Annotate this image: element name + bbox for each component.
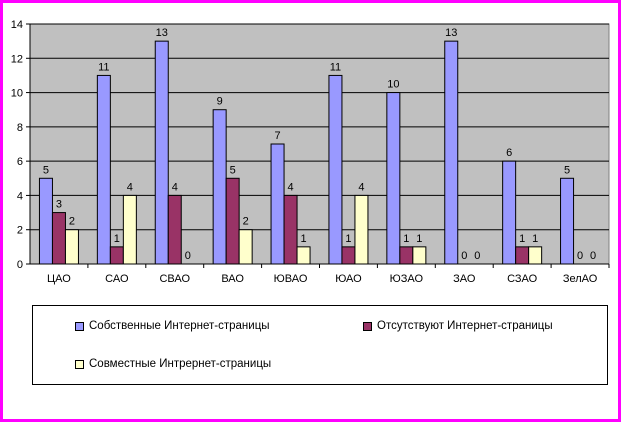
bar: [225, 177, 240, 265]
y-tick-label: 14: [11, 19, 23, 31]
x-tick-label: ЮВАО: [274, 273, 308, 285]
bar: [341, 246, 356, 265]
data-label: 3: [56, 199, 62, 211]
x-tick-label: ЦАО: [47, 273, 71, 285]
legend-swatch-own-pages: [75, 321, 84, 331]
bar: [122, 194, 137, 265]
bar: [328, 74, 343, 265]
data-label: 10: [387, 79, 399, 91]
bar: [109, 246, 124, 265]
legend-label-joint-pages: Совместные Интрернет-страницы: [89, 358, 272, 370]
data-label: 1: [300, 233, 306, 245]
bar: [212, 109, 227, 265]
y-tick-label: 8: [17, 122, 23, 134]
legend-label-own-pages: Собственные Интернет-страницы: [89, 320, 270, 332]
data-label: 0: [185, 250, 191, 262]
bar: [296, 246, 311, 265]
bar: [154, 40, 169, 265]
x-tick-label: ЮАО: [335, 273, 362, 285]
bar: [96, 74, 111, 265]
data-label: 6: [506, 147, 512, 159]
data-label: 5: [564, 164, 570, 176]
bar: [64, 229, 79, 265]
data-label: 11: [98, 61, 109, 73]
bar-chart: 02468101214532ЦАО1114САО1340СВАО952ВАО74…: [11, 19, 610, 285]
data-label: 5: [43, 164, 49, 176]
bar: [270, 143, 285, 265]
data-label: 4: [287, 181, 293, 193]
legend-label-no-pages: Отсутствуют Интернет-страницы: [377, 320, 553, 332]
data-label: 2: [243, 216, 249, 228]
x-tick-label: СЗАО: [507, 273, 538, 285]
legend-item-own-pages: Собственные Интернет-страницы: [75, 320, 270, 332]
data-label: 4: [127, 181, 133, 193]
bar: [386, 92, 401, 265]
data-label: 0: [474, 250, 480, 262]
legend-item-joint-pages: Совместные Интрернет-страницы: [75, 358, 271, 370]
x-tick-label: САО: [105, 273, 129, 285]
legend-swatch-no-pages: [363, 321, 372, 331]
y-tick-label: 6: [17, 156, 23, 168]
bar: [528, 246, 543, 265]
bar: [412, 246, 427, 265]
data-label: 0: [461, 250, 467, 262]
plot-area: [29, 23, 610, 265]
legend-item-no-pages: Отсутствуют Интернет-страницы: [363, 320, 553, 332]
x-tick-label: СВАО: [159, 273, 190, 285]
x-tick-label: ЗелАО: [563, 273, 598, 285]
data-label: 7: [274, 130, 280, 142]
bar: [444, 40, 459, 265]
data-label: 1: [403, 233, 409, 245]
data-label: 1: [519, 233, 525, 245]
data-label: 13: [445, 27, 457, 39]
bar: [167, 194, 182, 265]
x-tick-label: ЮЗАО: [390, 273, 424, 285]
data-label: 0: [590, 250, 596, 262]
bar: [515, 246, 530, 265]
data-label: 1: [345, 233, 351, 245]
bar: [51, 212, 66, 265]
data-label: 1: [532, 233, 538, 245]
y-tick-label: 4: [17, 190, 23, 202]
legend-swatch-joint-pages: [75, 359, 84, 369]
data-label: 13: [156, 27, 168, 39]
y-tick-label: 2: [17, 225, 23, 237]
data-label: 1: [114, 233, 120, 245]
data-label: 4: [172, 181, 178, 193]
bar: [238, 229, 253, 265]
data-label: 11: [330, 61, 341, 73]
bar: [354, 194, 369, 265]
data-label: 2: [69, 216, 75, 228]
x-tick-label: ВАО: [221, 273, 244, 285]
y-tick-label: 12: [11, 53, 23, 65]
data-label: 4: [358, 181, 364, 193]
bar: [502, 160, 517, 265]
bar: [283, 194, 298, 265]
legend: Собственные Интернет-страницы Отсутствую…: [32, 305, 608, 385]
y-tick-label: 10: [11, 88, 23, 100]
bar: [38, 177, 53, 265]
data-label: 0: [577, 250, 583, 262]
bar: [560, 177, 575, 265]
data-label: 9: [217, 96, 223, 108]
x-tick-label: ЗАО: [453, 273, 476, 285]
data-label: 1: [416, 233, 422, 245]
data-label: 5: [230, 164, 236, 176]
bar: [399, 246, 414, 265]
y-tick-label: 0: [17, 259, 23, 271]
